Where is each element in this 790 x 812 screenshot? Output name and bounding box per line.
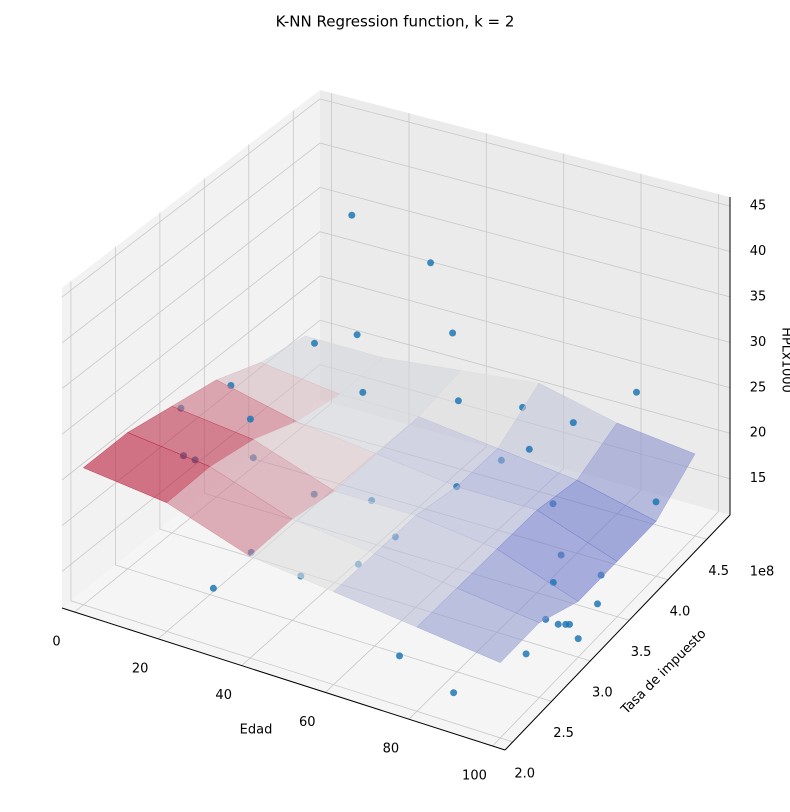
x-tick-label: 20 [132, 661, 149, 676]
grid-line [492, 194, 719, 747]
grid-line [115, 247, 552, 702]
scatter-point [353, 331, 361, 339]
scatter-point [652, 498, 660, 506]
scatter-point [594, 600, 601, 608]
z-tick-label: 35 [750, 289, 767, 304]
scatter-point [633, 388, 640, 396]
x-axis-label: Edad [240, 723, 273, 738]
grid-line [61, 142, 731, 344]
z-tick-label: 45 [750, 199, 767, 214]
scatter-point [454, 397, 462, 405]
grid-line [70, 281, 513, 743]
y-offset-label: 1e8 [750, 565, 775, 580]
y-tick-label: 3.5 [631, 645, 652, 660]
y-axis-line [504, 514, 731, 751]
x-tick-label: 80 [383, 742, 400, 757]
z-tick-label: 40 [750, 244, 767, 259]
x-axis-line [61, 607, 506, 751]
scatter-point [449, 329, 457, 337]
grid-line [61, 275, 731, 481]
x-tick-label: 0 [52, 635, 60, 650]
z-tick-label: 25 [750, 380, 767, 395]
chart-title: K-NN Regression function, k = 2 [276, 13, 515, 31]
scatter-point [562, 620, 570, 628]
grid-line [61, 186, 731, 389]
x-tick-label: 60 [299, 715, 316, 730]
z-tick-label: 30 [750, 335, 767, 350]
scatter-point [311, 339, 318, 347]
y-axis-label: Tasa de impuesto [618, 627, 710, 719]
scatter-point [554, 620, 562, 628]
y-tick-label: 4.5 [708, 564, 729, 579]
x-tick-label: 100 [462, 768, 487, 783]
scatter-point [427, 259, 435, 267]
scatter-point [574, 635, 582, 643]
z-tick-label: 20 [750, 426, 767, 441]
z-tick-label: 15 [750, 471, 767, 486]
scatter-point [522, 650, 530, 658]
x-tick-label: 40 [215, 688, 232, 703]
z-axis-label: HPLx1000 [779, 327, 790, 393]
scatter-point [348, 211, 356, 219]
y-tick-label: 2.0 [514, 766, 535, 781]
scatter-point [209, 584, 217, 592]
scatter-point [246, 415, 254, 423]
y-tick-label: 2.5 [553, 726, 574, 741]
scatter-point [359, 388, 367, 396]
scatter-point [450, 689, 458, 697]
grid-line [61, 231, 731, 435]
grid-line [61, 98, 731, 298]
y-tick-label: 4.0 [670, 604, 691, 619]
scatter-point [396, 652, 403, 660]
scatter-point [569, 419, 577, 427]
scatter-point [525, 445, 533, 453]
y-tick-label: 3.0 [592, 685, 613, 700]
surface-patch [416, 587, 540, 663]
